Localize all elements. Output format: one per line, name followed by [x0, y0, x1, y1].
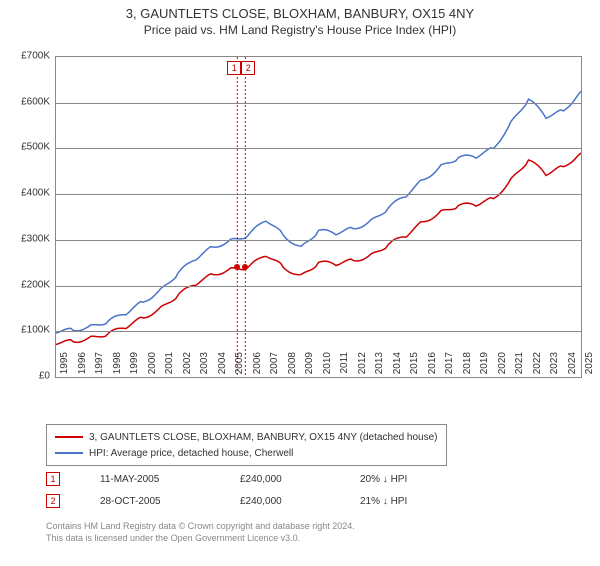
event-marker-label: 1 [227, 61, 241, 75]
x-tick-label: 2014 [392, 352, 403, 382]
x-tick-label: 2016 [427, 352, 438, 382]
x-tick-label: 2012 [357, 352, 368, 382]
transaction-row: 2 28-OCT-2005 £240,000 21% ↓ HPI [46, 490, 407, 512]
legend-swatch [55, 436, 83, 438]
legend-label: 3, GAUNTLETS CLOSE, BLOXHAM, BANBURY, OX… [89, 432, 438, 443]
legend-item: 3, GAUNTLETS CLOSE, BLOXHAM, BANBURY, OX… [55, 429, 438, 445]
y-tick-label: £700K [0, 51, 50, 62]
x-tick-label: 2020 [497, 352, 508, 382]
chart-title: 3, GAUNTLETS CLOSE, BLOXHAM, BANBURY, OX… [0, 6, 600, 21]
chart-subtitle: Price paid vs. HM Land Registry's House … [0, 23, 600, 37]
gridline [56, 286, 581, 287]
x-tick-label: 2001 [164, 352, 175, 382]
gridline [56, 331, 581, 332]
y-tick-label: £400K [0, 188, 50, 199]
chart-area: £0£100K£200K£300K£400K£500K£600K£700K 12… [40, 56, 580, 406]
event-marker-label: 2 [241, 61, 255, 75]
y-tick-label: £500K [0, 142, 50, 153]
transaction-date: 28-OCT-2005 [100, 496, 200, 507]
x-tick-label: 1995 [59, 352, 70, 382]
transaction-change: 21% ↓ HPI [360, 496, 407, 507]
x-tick-label: 2008 [287, 352, 298, 382]
y-tick-label: £200K [0, 279, 50, 290]
legend-item: HPI: Average price, detached house, Cher… [55, 445, 438, 461]
legend: 3, GAUNTLETS CLOSE, BLOXHAM, BANBURY, OX… [46, 424, 447, 466]
transaction-table: 1 11-MAY-2005 £240,000 20% ↓ HPI 2 28-OCT-200… [46, 468, 407, 512]
x-tick-label: 2018 [462, 352, 473, 382]
gridline [56, 194, 581, 195]
x-tick-label: 1997 [94, 352, 105, 382]
transaction-marker: 1 [46, 472, 60, 486]
x-tick-label: 2009 [304, 352, 315, 382]
x-tick-label: 2019 [479, 352, 490, 382]
x-tick-label: 2023 [549, 352, 560, 382]
x-tick-label: 1998 [112, 352, 123, 382]
x-tick-label: 2007 [269, 352, 280, 382]
x-tick-label: 2006 [252, 352, 263, 382]
legend-swatch [55, 452, 83, 454]
x-tick-label: 2021 [514, 352, 525, 382]
footer-attribution: Contains HM Land Registry data © Crown c… [46, 521, 355, 544]
x-tick-label: 2011 [339, 352, 350, 382]
legend-label: HPI: Average price, detached house, Cher… [89, 448, 293, 459]
gridline [56, 240, 581, 241]
x-tick-label: 2022 [532, 352, 543, 382]
x-tick-label: 2017 [444, 352, 455, 382]
x-tick-label: 2004 [217, 352, 228, 382]
gridline [56, 103, 581, 104]
x-tick-label: 2003 [199, 352, 210, 382]
y-tick-label: £0 [0, 371, 50, 382]
x-tick-label: 2024 [567, 352, 578, 382]
transaction-row: 1 11-MAY-2005 £240,000 20% ↓ HPI [46, 468, 407, 490]
x-tick-label: 1996 [77, 352, 88, 382]
footer-line2: This data is licensed under the Open Gov… [46, 533, 355, 545]
transaction-price: £240,000 [240, 496, 320, 507]
y-tick-label: £100K [0, 325, 50, 336]
x-tick-label: 2025 [584, 352, 595, 382]
transaction-change: 20% ↓ HPI [360, 474, 407, 485]
event-dot [234, 264, 240, 270]
plot-area: 12 [55, 56, 582, 378]
gridline [56, 148, 581, 149]
x-tick-label: 2013 [374, 352, 385, 382]
series-price_paid [56, 153, 581, 345]
x-tick-label: 2015 [409, 352, 420, 382]
series-hpi [56, 91, 581, 333]
x-tick-label: 2005 [234, 352, 245, 382]
y-tick-label: £600K [0, 96, 50, 107]
line-series [56, 57, 581, 377]
chart-container: 3, GAUNTLETS CLOSE, BLOXHAM, BANBURY, OX… [0, 6, 600, 566]
transaction-marker: 2 [46, 494, 60, 508]
x-tick-label: 2002 [182, 352, 193, 382]
event-dot [242, 264, 248, 270]
y-tick-label: £300K [0, 233, 50, 244]
x-tick-label: 2010 [322, 352, 333, 382]
x-tick-label: 2000 [147, 352, 158, 382]
transaction-date: 11-MAY-2005 [100, 474, 200, 485]
footer-line1: Contains HM Land Registry data © Crown c… [46, 521, 355, 533]
transaction-price: £240,000 [240, 474, 320, 485]
x-tick-label: 1999 [129, 352, 140, 382]
